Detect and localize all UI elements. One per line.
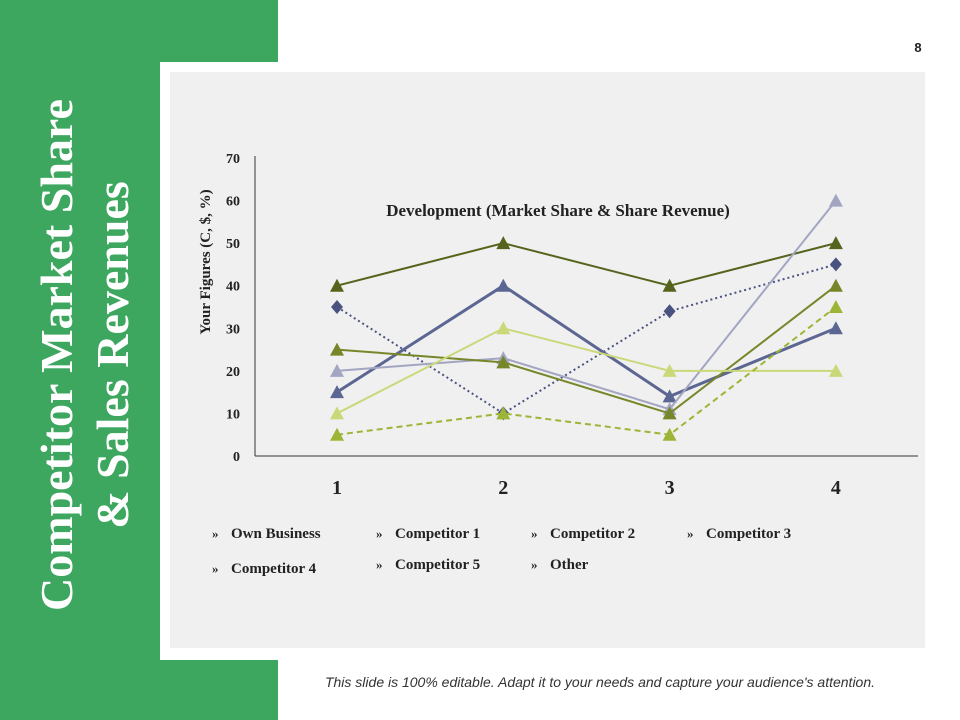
marker xyxy=(828,193,843,207)
marker xyxy=(330,427,344,441)
x-tick-label: 2 xyxy=(498,477,508,499)
y-tick-label: 0 xyxy=(233,450,240,465)
marker xyxy=(662,406,677,420)
legend-bullet: » xyxy=(531,526,538,541)
footer: This slide is 100% editable. Adapt it to… xyxy=(325,674,875,690)
x-tick-label: 4 xyxy=(831,477,841,499)
y-tick-label: 60 xyxy=(226,195,240,210)
marker xyxy=(496,236,511,250)
marker xyxy=(496,355,511,369)
marker xyxy=(496,406,511,420)
y-tick-label: 70 xyxy=(226,152,240,167)
legend-label: Competitor 2 xyxy=(550,526,635,542)
marker xyxy=(828,278,843,292)
y-tick-label: 30 xyxy=(226,322,240,337)
y-tick-label: 20 xyxy=(226,365,240,380)
y-tick-label: 50 xyxy=(226,237,240,252)
marker xyxy=(662,363,677,377)
legend-label: Competitor 3 xyxy=(706,526,791,542)
series-line xyxy=(336,242,837,287)
legend-bullet: » xyxy=(376,526,383,541)
series-line xyxy=(336,284,837,415)
x-tick-label: 3 xyxy=(665,477,675,499)
marker xyxy=(330,342,344,356)
series-line xyxy=(336,263,837,415)
x-tick-label: 1 xyxy=(332,477,342,499)
title-line: Competitor Market Share xyxy=(31,99,82,611)
y-tick-label: 40 xyxy=(226,280,240,295)
marker xyxy=(330,363,344,377)
series-line xyxy=(336,283,837,399)
title-line: & Sales Revenues xyxy=(87,181,138,529)
slide-title: Competitor Market Share & Sales Revenues xyxy=(31,99,138,611)
marker xyxy=(496,321,511,335)
marker xyxy=(828,236,843,250)
legend-label: Other xyxy=(550,557,589,573)
marker xyxy=(662,427,677,441)
page-number: 8 xyxy=(914,40,921,55)
marker xyxy=(828,300,843,313)
y-tick-label: 10 xyxy=(226,407,240,422)
chart-title: Development (Market Share & Share Revenu… xyxy=(386,201,730,220)
legend-label: Own Business xyxy=(231,526,321,542)
legend-bullet: » xyxy=(687,526,694,541)
legend-bullet: » xyxy=(212,561,219,576)
series-line xyxy=(336,199,837,411)
marker xyxy=(829,257,842,272)
marker xyxy=(663,304,676,319)
marker xyxy=(828,363,843,377)
marker xyxy=(496,278,511,292)
legend-label: Competitor 5 xyxy=(395,557,480,573)
series-line xyxy=(336,306,837,436)
marker xyxy=(331,300,343,314)
marker xyxy=(330,406,344,420)
legend-label: Competitor 4 xyxy=(231,561,317,577)
marker xyxy=(330,385,344,399)
legend-bullet: » xyxy=(376,557,383,572)
legend-bullet: » xyxy=(212,526,219,541)
marker xyxy=(330,278,344,292)
marker xyxy=(662,278,677,292)
chart-area xyxy=(170,72,925,648)
marker xyxy=(662,389,677,403)
y-axis-label: Your Figures (C, $, %) xyxy=(198,189,214,334)
marker xyxy=(828,321,843,335)
legend-bullet: » xyxy=(531,557,538,572)
legend-label: Competitor 1 xyxy=(395,526,480,542)
